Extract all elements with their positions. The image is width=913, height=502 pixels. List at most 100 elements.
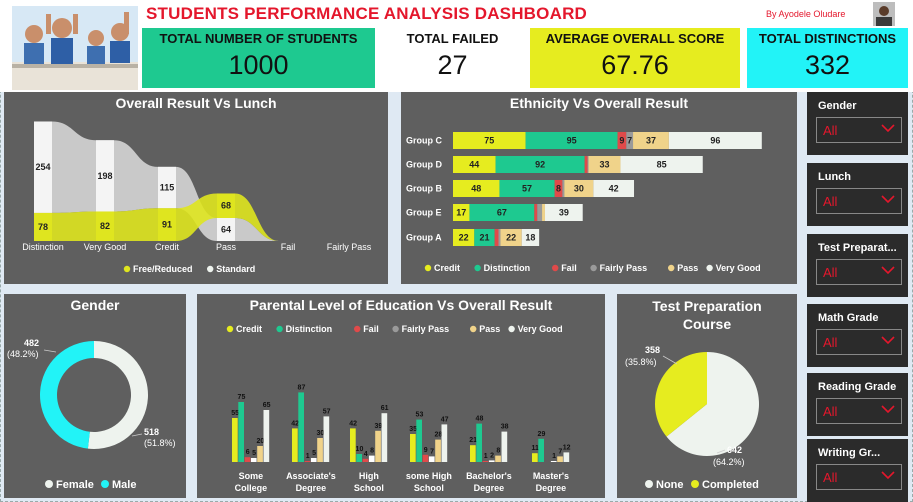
ethnicity-bar-fail: [494, 229, 499, 246]
ethnicity-legend-swatch: [706, 264, 713, 272]
parental-data-label: 42: [349, 420, 357, 427]
slicer-gender-label: Gender: [818, 100, 857, 112]
ethnicity-data-label: 92: [535, 160, 545, 170]
chevron-down-icon: [881, 195, 895, 204]
prep-none-pct: (64.2%): [713, 457, 745, 467]
ethnicity-data-label: 95: [567, 136, 577, 146]
parental-bar-distinction: [238, 402, 244, 462]
parental-bar-fail: [422, 454, 429, 462]
ethnicity-bar-pass: [633, 132, 669, 149]
author-label: By Ayodele Oludare: [766, 9, 846, 19]
parental-legend-label: Very Good: [518, 324, 563, 334]
parental-data-label: 55: [231, 410, 239, 417]
ethnicity-data-label: 39: [559, 208, 569, 218]
parental-bar-very-good: [381, 413, 388, 462]
prep-completed-value: 358: [645, 345, 660, 355]
parental-legend-label: Fail: [363, 324, 379, 334]
gender-female-value: 518: [144, 427, 159, 437]
parental-legend-swatch: [276, 325, 283, 333]
ethnicity-bar-credit: [453, 156, 496, 173]
parental-category-label: School: [354, 483, 384, 493]
kpi-total-distinctions: TOTAL DISTINCTIONS 332: [747, 28, 908, 88]
parental-bar-very-good: [501, 431, 508, 462]
parental-legend-label: Distinction: [286, 324, 333, 334]
prep-slice-completed: [655, 352, 707, 437]
slicer-math-grade-dropdown[interactable]: All: [816, 329, 902, 355]
slicer-lunch-dropdown[interactable]: All: [816, 188, 902, 214]
parental-bar-very-good: [441, 424, 448, 462]
kpi-average-score: AVERAGE OVERALL SCORE 67.76: [530, 28, 740, 88]
kpi-total-failed-value: 27: [437, 50, 468, 80]
ethnicity-bar-fail: [617, 132, 627, 149]
slicer-test-preparation-dropdown[interactable]: All: [816, 259, 902, 285]
standard-data-label: 115: [160, 183, 175, 193]
ethnicity-bar-very-good: [668, 132, 762, 149]
parental-data-label: 75: [238, 394, 246, 401]
ethnicity-data-label: 18: [525, 233, 535, 243]
ethnicity-bar-very-good: [593, 180, 635, 197]
kpi-total-students-value: 1000: [228, 50, 289, 80]
free-reduced-ribbon: [34, 193, 358, 241]
parental-category-label: Degree: [296, 483, 327, 493]
slicer-reading-grade-label: Reading Grade: [818, 381, 897, 393]
slicer-reading-grade-value: All: [823, 404, 838, 419]
parental-bar-distinction: [416, 419, 422, 462]
parental-legend-swatch: [508, 325, 515, 333]
slicer-gender: Gender All: [807, 92, 908, 155]
test-prep-panel: Test Preparation Course 358 (35.8%) 642 (64…: [617, 294, 797, 498]
chevron-down-icon: [881, 471, 895, 480]
parental-data-label: 28: [434, 432, 442, 439]
ethnicity-bar-pass: [564, 180, 594, 197]
standard-block: [217, 217, 235, 241]
lunch-legend-swatch: [207, 265, 214, 273]
ethnicity-chart: Group C 75 95 9 7 37 96 Group D 44 92 33 85 Group B 4…: [406, 132, 762, 273]
parental-bar-credit: [232, 418, 238, 462]
parental-data-label: 2: [490, 452, 494, 459]
free-reduced-data-label: 91: [162, 220, 172, 230]
chevron-down-icon: [881, 336, 895, 345]
prep-completed-leader: [662, 355, 678, 365]
parental-bar-credit: [470, 445, 476, 462]
ethnicity-bar-credit: [453, 229, 475, 246]
test-prep-chart: 358 (35.8%) 642 (64.2%) None Completed: [625, 345, 759, 491]
ethnicity-data-label: 7: [627, 136, 632, 146]
parental-data-label: 65: [263, 402, 271, 409]
parental-bar-credit: [292, 428, 298, 462]
slicer-reading-grade: Reading Grade All: [807, 373, 908, 436]
parental-legend-label: Credit: [236, 324, 262, 334]
slicer-gender-dropdown[interactable]: All: [816, 117, 902, 143]
prep-completed-pct: (35.8%): [625, 357, 657, 367]
ethnicity-data-label: 21: [479, 233, 489, 243]
slicer-writing-grade-dropdown[interactable]: All: [816, 464, 902, 490]
ethnicity-bar-credit: [453, 204, 470, 221]
parental-bar-very-good: [323, 416, 330, 462]
kpi-total-distinctions-value: 332: [804, 50, 851, 80]
ethnicity-result-panel: Ethnicity Vs Overall Result Group C 75 95 9…: [401, 92, 797, 284]
parental-data-label: 61: [381, 405, 389, 412]
parental-bar-very-good: [263, 410, 270, 462]
slicer-reading-grade-dropdown[interactable]: All: [816, 398, 902, 424]
ethnicity-bar-very-good: [620, 156, 703, 173]
lunch-result-panel: Overall Result Vs Lunch 254 78 Distinction…: [4, 92, 388, 284]
kpi-total-students: TOTAL NUMBER OF STUDENTS 1000: [142, 28, 375, 88]
parental-data-label: 48: [476, 416, 484, 423]
ethnicity-bar-distinction: [495, 156, 585, 173]
author-avatar: [873, 2, 895, 26]
ethnicity-bar-fail: [584, 156, 588, 173]
ethnicity-legend-label: Credit: [434, 263, 460, 273]
prep-legend-none-label: None: [656, 479, 684, 491]
parental-bar-distinction: [476, 423, 482, 462]
slicer-math-grade-value: All: [823, 335, 838, 350]
free-reduced-data-label: 82: [100, 221, 110, 231]
slicer-test-preparation-value: All: [823, 265, 838, 280]
free-reduced-block: [158, 208, 176, 241]
gender-chart: 518(51.8%) 482(48.2%) Female Male: [7, 338, 176, 491]
author-avatar-image: [873, 2, 895, 26]
ethnicity-bar-distinction: [525, 132, 618, 149]
ethnicity-chart-title: Ethnicity Vs Overall Result: [509, 95, 689, 111]
prep-legend-completed-label: Completed: [702, 479, 759, 491]
kpi-total-distinctions-label: TOTAL DISTINCTIONS: [758, 31, 897, 46]
standard-data-label: 64: [221, 224, 231, 234]
slicer-math-grade-label: Math Grade: [818, 312, 879, 324]
parental-data-label: 11: [531, 445, 539, 452]
